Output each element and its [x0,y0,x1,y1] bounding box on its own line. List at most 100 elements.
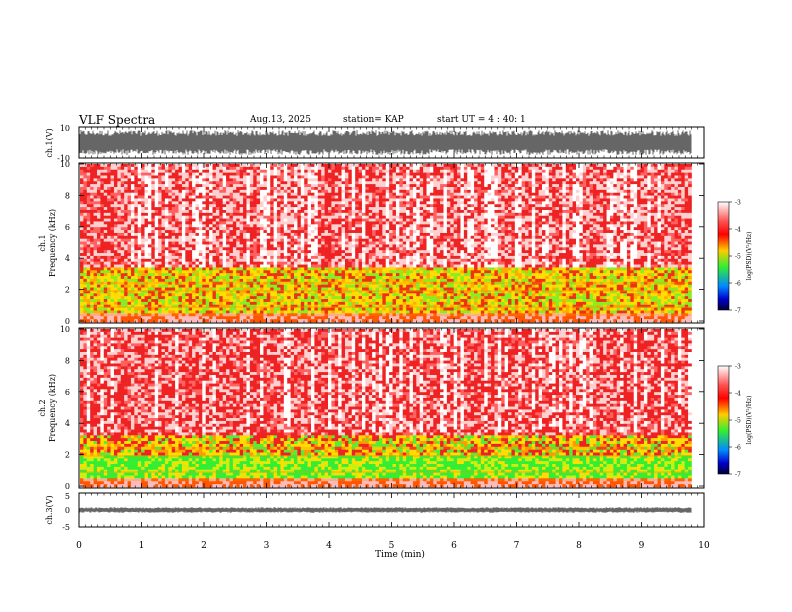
spectrogram-cell [141,166,145,171]
spectrogram-cell [212,319,217,323]
spectrogram-cell [103,278,108,283]
spectrogram-cell [86,209,91,214]
spectrogram-cell [249,227,254,231]
spectrogram-cell [256,186,261,191]
spectrogram-cell [96,241,101,245]
spectrogram-cell [226,230,230,234]
spectrogram-cell [144,307,149,311]
spectrogram-cell [239,304,244,308]
spectrogram-cell [351,192,356,196]
spectrogram-cell [304,258,308,262]
spectrogram-cell [246,270,251,274]
spectrogram-cell [198,264,203,268]
spectrogram-cell [317,184,322,188]
spectrogram-cell [304,247,308,251]
spectrogram-cell [355,215,359,219]
spectrogram-cell [355,178,359,182]
spectrogram-cell [256,247,261,251]
spectrogram-cell [317,212,322,217]
spectrogram-cell [277,195,281,199]
spectrogram-cell [324,227,329,231]
spectrogram-cell [83,281,88,285]
spectrogram-cell [314,267,319,271]
spectrogram-cell [110,175,115,179]
spectrogram-cell [266,230,271,234]
spectrogram-cell [385,270,390,274]
spectrogram-cell [107,215,111,219]
spectrogram-cell [215,250,220,254]
spectrogram-cell [355,250,359,254]
spectrogram-cell [219,276,223,280]
spectrogram-cell [321,301,325,306]
spectrogram-cell [86,261,91,265]
spectrogram-cell [348,166,353,171]
spectrogram-cell [113,299,118,303]
spectrogram-cell [283,278,288,283]
spectrogram-cell [338,198,342,202]
spectrogram-cell [164,232,169,237]
spectrogram-cell [338,184,342,188]
spectrogram-cell [270,293,274,297]
spectrogram-cell [236,281,240,285]
spectrogram-cell [263,299,268,303]
spectrogram-cell [351,227,356,231]
spectrogram-cell [355,218,359,222]
spectrogram-cell [307,209,312,214]
spectrogram-cell [297,215,302,219]
spectrogram-cell [236,261,240,265]
spectrogram-cell [226,293,230,297]
spectrogram-cell [375,253,380,257]
spectrogram-cell [314,207,319,211]
spectrogram-cell [144,264,149,268]
spectrogram-cell [290,235,295,239]
spectrogram-cell [127,244,132,248]
spectrogram-cell [266,244,271,248]
spectrogram-cell [263,319,268,323]
spectrogram-cell [249,232,254,237]
spectrogram-cell [219,296,223,300]
spectrogram-cell [117,316,122,320]
spectrogram-cell [178,238,183,242]
spectrogram-cell [297,319,302,323]
spectrogram-cell [341,267,346,271]
spectrogram-cell [382,186,387,191]
spectrogram-cell [283,319,288,323]
spectrogram-cell [127,247,132,251]
spectrogram-cell [331,184,336,188]
spectrogram-cell [378,258,383,262]
spectrogram-cell [294,169,298,173]
spectrogram-cell [256,215,261,219]
spectrogram-cell [229,301,234,306]
spectrogram-cell [314,247,319,251]
spectrogram-cell [273,299,278,303]
spectrogram-cell [185,244,190,248]
spectrogram-cell [314,310,319,314]
spectrogram-cell [161,221,166,225]
spectrogram-cell [372,175,376,179]
spectrogram-cell [243,267,247,271]
spectrogram-cell [226,287,230,291]
spectrogram-cell [168,304,173,308]
spectrogram-cell [348,264,353,268]
spectrogram-cell [236,310,240,314]
spectrogram-cell [171,184,176,188]
spectrogram-cell [164,301,169,306]
spectrogram-cell [164,278,169,283]
spectrogram-cell [378,178,383,182]
spectrogram-cell [93,258,98,262]
spectrogram-cell [154,178,159,182]
spectrogram-cell [314,178,319,182]
spectrogram-cell [232,284,237,288]
spectrogram-cell [192,189,196,194]
spectrogram-cell [365,212,370,217]
spectrogram-cell [103,255,108,260]
spectrogram-cell [287,166,291,171]
spectrogram-cell [273,290,278,294]
spectrogram-cell [100,250,105,254]
spectrogram-cell [181,250,186,254]
spectrogram-cell [110,230,115,234]
spectrogram-cell [192,304,196,308]
spectrogram-cell [283,195,288,199]
spectrogram-cell [151,310,156,314]
spectrogram-cell [368,235,373,239]
